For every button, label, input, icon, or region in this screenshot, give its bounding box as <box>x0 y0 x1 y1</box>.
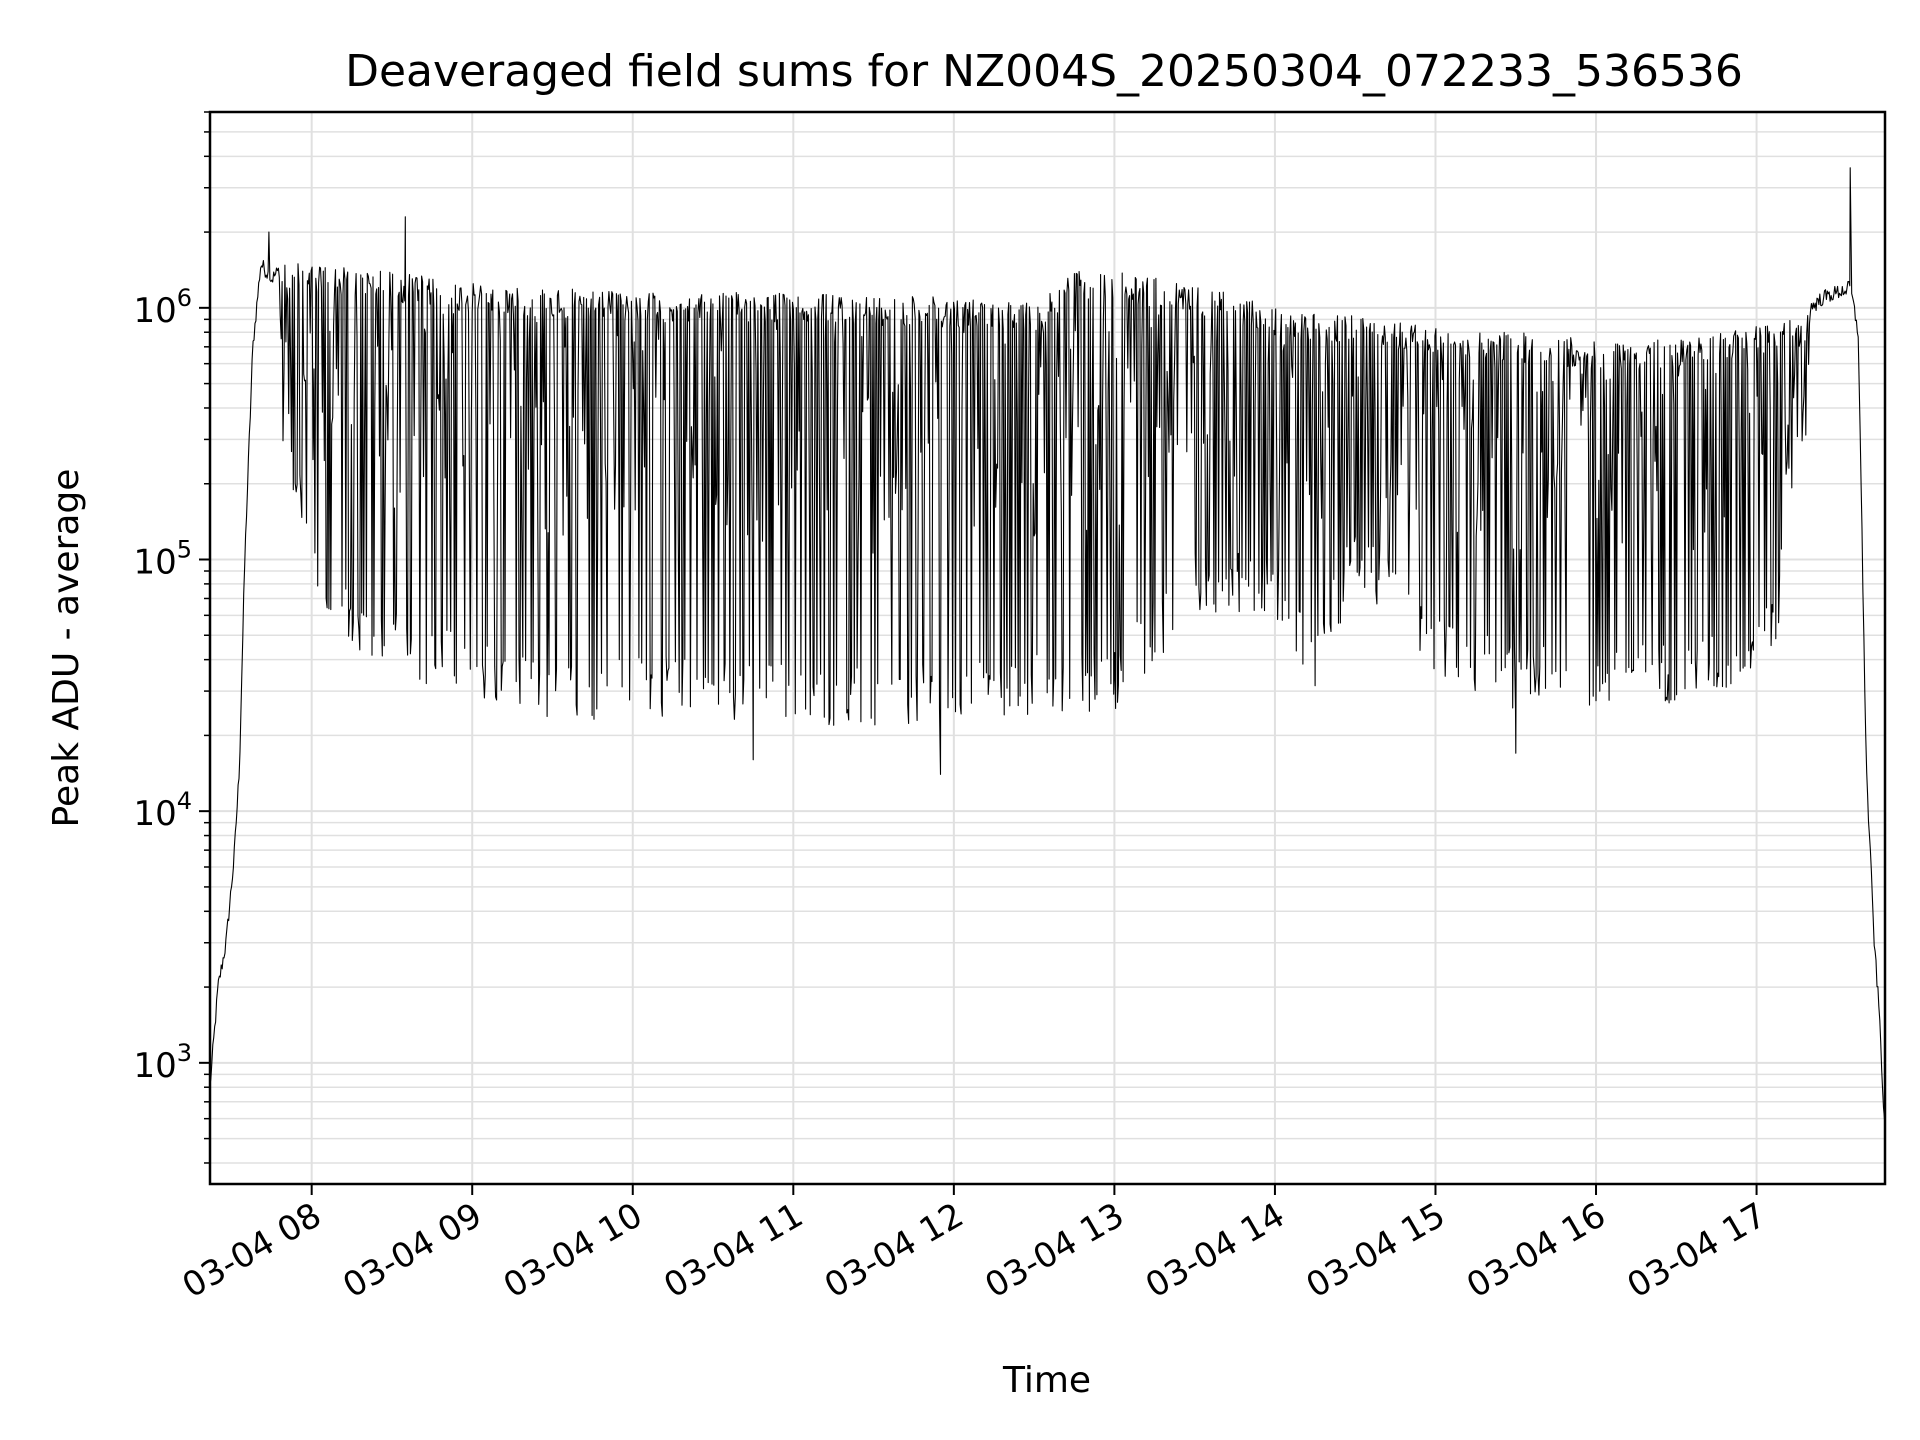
y-tick-label: 105 <box>133 535 192 582</box>
x-axis-label: Time <box>1002 1360 1091 1401</box>
data-series <box>209 167 1886 1120</box>
y-tick-label: 104 <box>133 787 192 834</box>
chart-title: Deaveraged field sums for NZ004S_2025030… <box>345 46 1743 97</box>
y-axis-label: Peak ADU - average <box>46 469 87 828</box>
series-line <box>209 167 1886 1120</box>
y-axis: 103 104 105 106 <box>133 111 210 1164</box>
plot-frame <box>208 110 1887 1186</box>
y-tick-label: 103 <box>133 1039 192 1086</box>
y-tick-label: 106 <box>133 284 192 331</box>
